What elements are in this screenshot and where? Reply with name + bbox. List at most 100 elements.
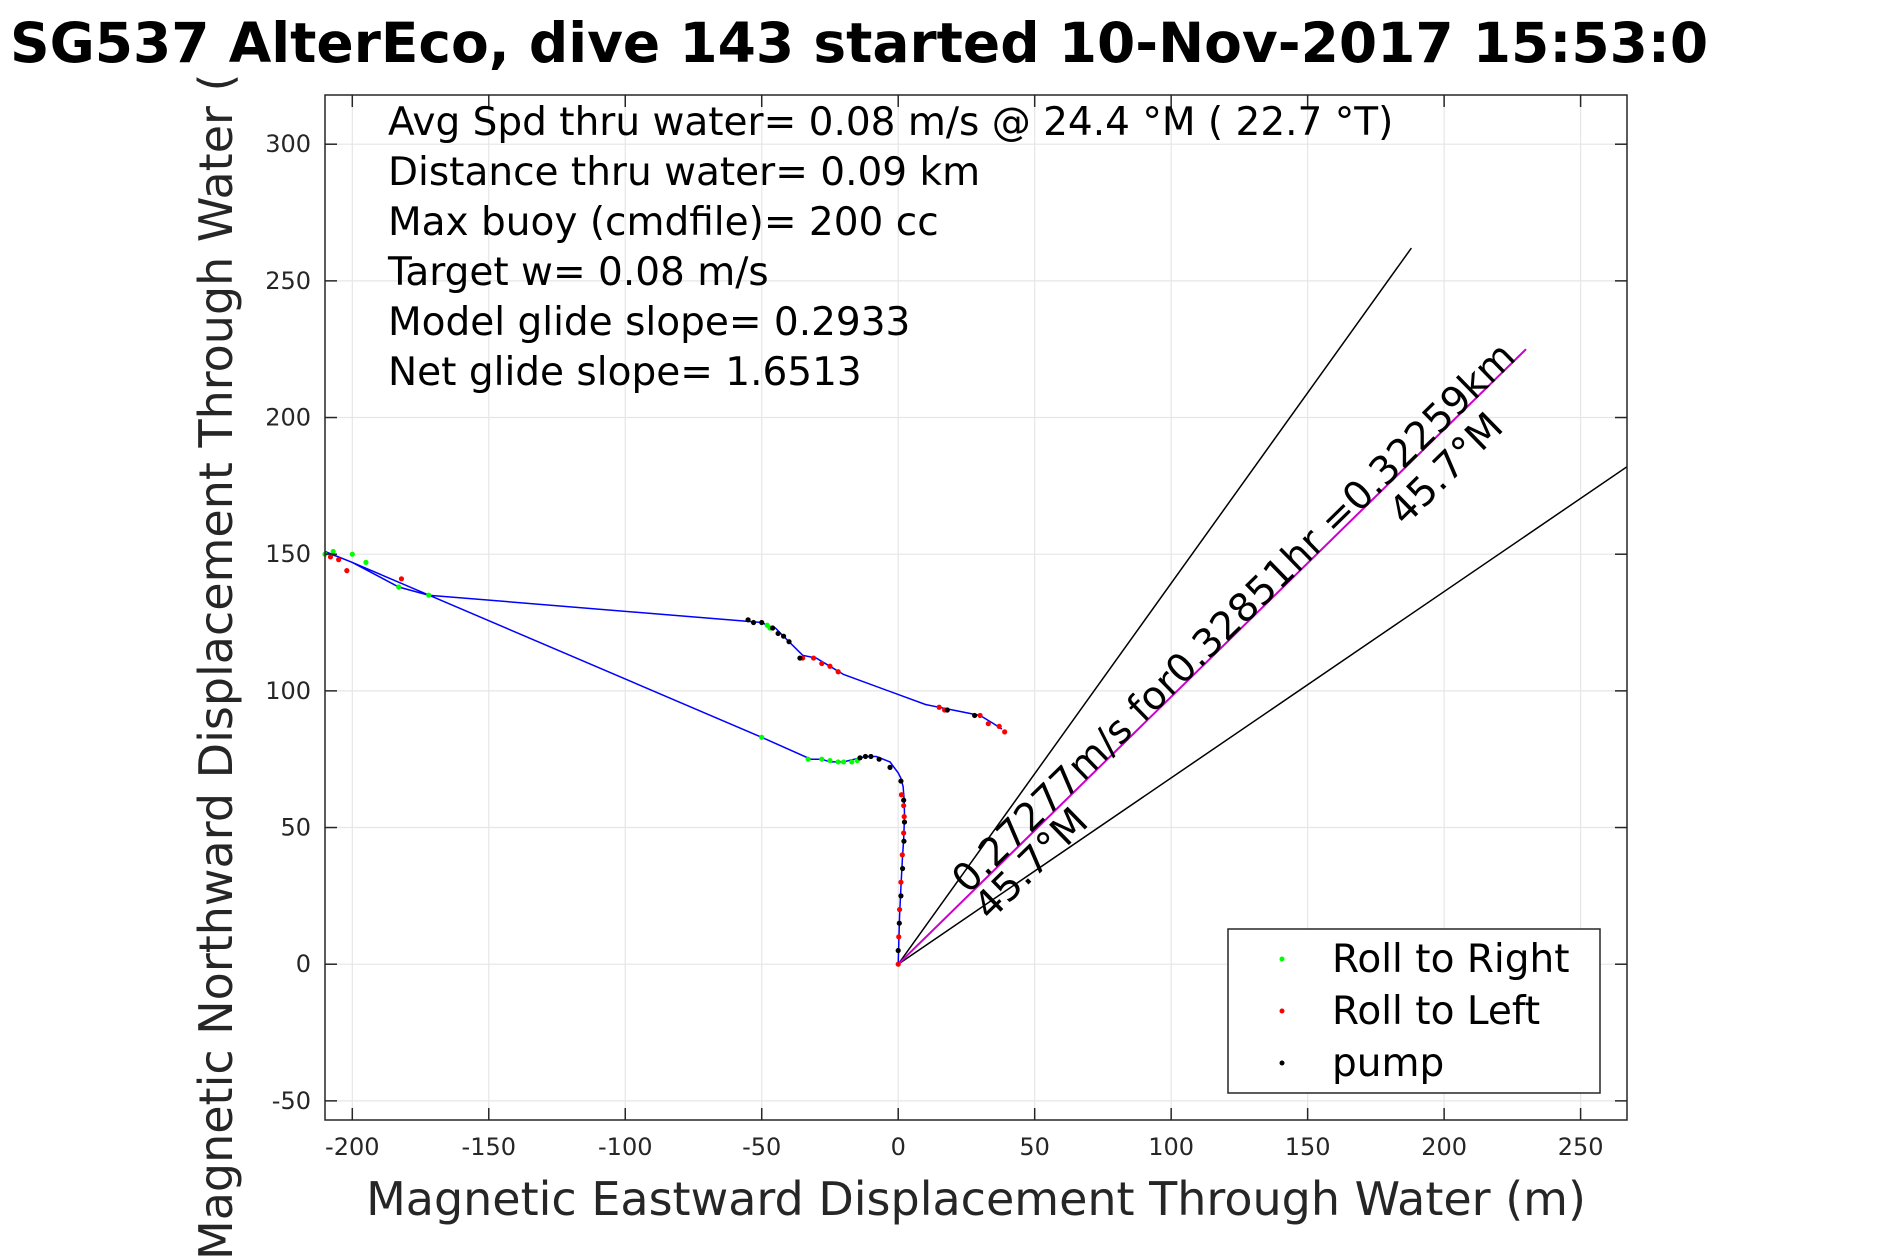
annotation-model-glide: Model glide slope= 0.2933 <box>388 300 910 345</box>
roll-right-point <box>396 584 402 590</box>
roll-left-point <box>895 961 901 967</box>
roll-right-point <box>841 759 847 765</box>
roll-right-point <box>835 759 841 765</box>
annotation-net-glide: Net glide slope= 1.6513 <box>388 350 862 395</box>
cone-line <box>897 247 1412 965</box>
legend-marker-roll-right <box>1279 956 1285 962</box>
pump-point <box>775 630 781 637</box>
roll-left-point <box>344 568 350 574</box>
x-axis-label: Magnetic Eastward Displacement Through W… <box>366 1172 1586 1226</box>
pump-point <box>896 920 902 926</box>
roll-left-point <box>901 803 907 809</box>
annotation-target-w: Target w= 0.08 m/s <box>387 250 769 295</box>
cone-line <box>897 466 1627 965</box>
x-tick-label: 150 <box>1285 1133 1331 1161</box>
pump-point <box>944 707 950 713</box>
pump-point <box>786 639 792 645</box>
roll-right-point <box>363 559 369 566</box>
roll-left-point <box>898 792 905 798</box>
roll-left-point <box>327 554 334 560</box>
roll-right-point <box>819 756 825 762</box>
legend-label-pump: pump <box>1332 1041 1444 1086</box>
y-tick-label: 150 <box>265 540 311 568</box>
track-polyline <box>324 550 1003 965</box>
y-axis-label: Magnetic Northward Displacement Through … <box>189 74 243 1260</box>
y-tick-label: 100 <box>265 677 311 705</box>
pump-point <box>780 633 787 639</box>
roll-left-point <box>898 879 904 885</box>
roll-left-point <box>899 852 905 858</box>
legend-label-roll-left: Roll to Left <box>1332 989 1540 1034</box>
x-tick-label: 250 <box>1558 1133 1604 1161</box>
pump-point <box>898 778 904 784</box>
roll-right-point <box>330 548 336 555</box>
pump-point <box>876 756 882 762</box>
x-tick-label: -100 <box>598 1133 652 1161</box>
legend-marker-roll-left <box>1279 1008 1285 1014</box>
track-line <box>324 550 1003 965</box>
x-tick-label: -200 <box>325 1133 379 1161</box>
roll-left-point <box>901 814 907 820</box>
roll-left-point <box>936 704 942 710</box>
pump-point <box>745 617 751 623</box>
roll-right-point <box>759 734 765 740</box>
y-tick-label: -50 <box>272 1087 311 1115</box>
pump-point <box>898 893 904 899</box>
y-tick-label: 50 <box>280 814 311 842</box>
pump-point <box>759 619 765 626</box>
current-vector-line <box>897 348 1527 965</box>
pump-point <box>797 655 803 661</box>
roll-right-point <box>805 756 811 762</box>
pump-point <box>750 619 757 626</box>
current-vector <box>897 348 1527 965</box>
annotation-max-buoy: Max buoy (cmdfile)= 200 cc <box>388 200 939 245</box>
x-tick-label: 200 <box>1421 1133 1467 1161</box>
plot-frame <box>324 94 1628 1121</box>
x-tick-label: -150 <box>462 1133 516 1161</box>
roll-left-point <box>810 655 817 661</box>
x-tick-label: 0 <box>891 1133 906 1161</box>
x-tick-label: -50 <box>742 1133 781 1161</box>
chart-title: SG537 AlterEco, dive 143 started 10-Nov-… <box>10 11 1708 75</box>
data-points <box>322 548 1008 967</box>
pump-point <box>899 865 906 872</box>
roll-right-point <box>349 551 355 557</box>
legend-marker-pump <box>1279 1060 1285 1066</box>
x-tick-label: 100 <box>1148 1133 1194 1161</box>
roll-right-point <box>827 757 833 764</box>
annotation-distance: Distance thru water= 0.09 km <box>388 150 980 195</box>
roll-right-point <box>849 759 855 765</box>
pump-point <box>901 797 907 803</box>
legend: Roll to Right Roll to Left pump <box>1227 928 1601 1094</box>
stats-annotations: Avg Spd thru water= 0.08 m/s @ 24.4 °M (… <box>387 100 1393 395</box>
roll-left-point <box>985 721 991 727</box>
y-tick-label: 200 <box>265 404 311 432</box>
legend-box <box>1227 928 1601 1094</box>
cone-lines <box>897 247 1627 965</box>
pump-point <box>770 625 776 631</box>
roll-left-point <box>1002 729 1008 735</box>
roll-right-point <box>426 592 432 598</box>
pump-point <box>895 947 901 954</box>
pump-point <box>901 838 907 844</box>
roll-left-point <box>398 576 405 582</box>
legend-label-roll-right: Roll to Right <box>1332 937 1570 982</box>
pump-point <box>887 764 893 771</box>
pump-point <box>901 819 908 825</box>
roll-left-point <box>819 660 825 667</box>
y-tick-label: 0 <box>296 950 311 978</box>
annotation-avg-speed: Avg Spd thru water= 0.08 m/s @ 24.4 °M (… <box>388 100 1393 145</box>
roll-left-point <box>996 723 1002 730</box>
plot-area: -200 -150 -100 -50 0 50 100 150 200 250 -50 0 50 100 1… <box>265 94 1628 1161</box>
x-tick-label: 50 <box>1019 1133 1050 1161</box>
roll-left-point <box>896 934 902 940</box>
roll-left-point <box>827 663 833 669</box>
y-tick-label: 250 <box>265 267 311 295</box>
pump-point <box>972 712 978 719</box>
axis-ticks: -200 -150 -100 -50 0 50 100 150 200 250 -50 0 50 100 1… <box>265 95 1627 1161</box>
roll-left-point <box>336 557 342 563</box>
roll-left-point <box>835 669 841 675</box>
roll-left-point <box>901 830 907 836</box>
roll-left-point <box>896 906 903 913</box>
